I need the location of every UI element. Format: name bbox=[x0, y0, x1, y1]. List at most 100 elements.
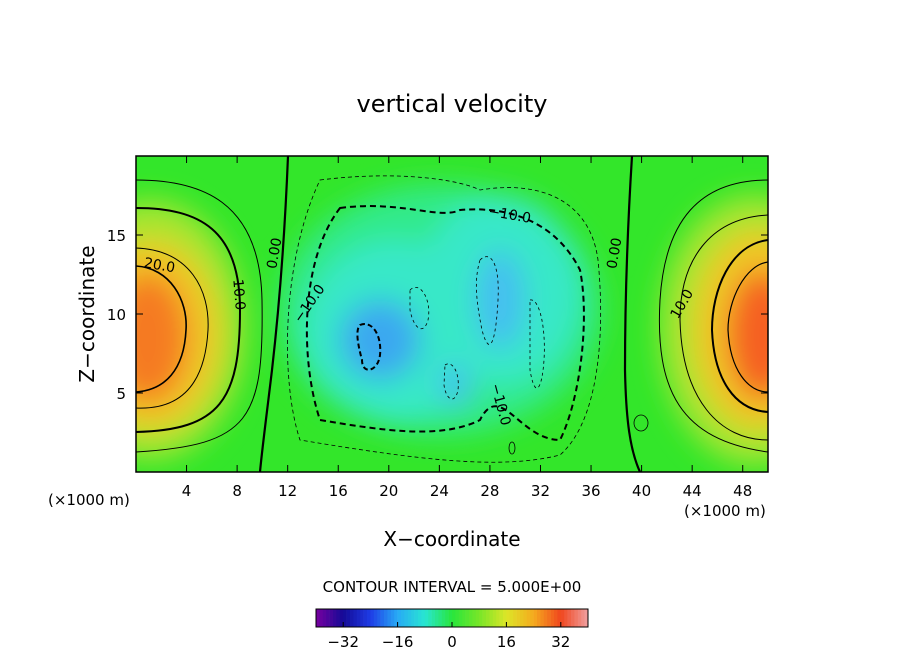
colorbar-swatch bbox=[506, 609, 511, 627]
x-tick-label: 16 bbox=[329, 482, 348, 500]
colorbar-swatch bbox=[564, 609, 568, 627]
colorbar-swatch bbox=[496, 609, 500, 627]
colorbar-swatch bbox=[428, 609, 432, 627]
colorbar-swatch bbox=[584, 609, 589, 627]
colorbar-swatch bbox=[469, 609, 473, 627]
colorbar-swatch bbox=[339, 609, 344, 627]
colorbar-swatch bbox=[407, 609, 412, 627]
colorbar-tick-label: −32 bbox=[327, 633, 359, 651]
colorbar-swatch bbox=[445, 609, 449, 627]
y-axis-ticks: 5 10 15 bbox=[107, 227, 768, 403]
x-axis-label: X−coordinate bbox=[383, 527, 520, 551]
colorbar-swatch bbox=[394, 609, 398, 627]
colorbar-swatch bbox=[414, 609, 419, 627]
colorbar-swatch bbox=[540, 609, 545, 627]
x-tick-label: 40 bbox=[632, 482, 651, 500]
colorbar-tick-label: 32 bbox=[551, 633, 570, 651]
x-tick-label: 8 bbox=[232, 482, 242, 500]
colorbar-swatch bbox=[557, 609, 562, 627]
x-axis-ticks: 4 8 12 16 20 24 28 32 36 40 44 48 bbox=[182, 156, 752, 500]
x-tick-label: 32 bbox=[531, 482, 550, 500]
colorbar-swatch bbox=[387, 609, 392, 627]
colorbar-swatch bbox=[537, 609, 541, 627]
colorbar-swatch bbox=[560, 609, 565, 627]
colorbar-swatch bbox=[455, 609, 460, 627]
colorbar-swatch bbox=[384, 609, 388, 627]
colorbar-swatch bbox=[520, 609, 524, 627]
colorbar-swatch bbox=[397, 609, 402, 627]
colorbar-swatch bbox=[373, 609, 378, 627]
colorbar-swatch bbox=[462, 609, 466, 627]
colorbar-swatch bbox=[577, 609, 582, 627]
colorbar-swatch bbox=[465, 609, 470, 627]
colorbar-swatch bbox=[418, 609, 422, 627]
colorbar-swatch bbox=[574, 609, 579, 627]
colorbar-swatch bbox=[526, 609, 531, 627]
contour-lines bbox=[136, 156, 768, 472]
x-tick-label: 48 bbox=[733, 482, 752, 500]
colorbar-swatch bbox=[441, 609, 446, 627]
x-tick-label: 28 bbox=[480, 482, 499, 500]
colorbar-swatch bbox=[367, 609, 371, 627]
colorbar-swatch bbox=[452, 609, 456, 627]
colorbar-swatch bbox=[401, 609, 405, 627]
colorbar-swatch bbox=[316, 609, 320, 627]
colorbar-swatch bbox=[380, 609, 385, 627]
x-tick-label: 36 bbox=[581, 482, 600, 500]
colorbar-swatch bbox=[322, 609, 327, 627]
colorbar-swatch bbox=[353, 609, 358, 627]
colorbar-swatch bbox=[326, 609, 330, 627]
colorbar-swatch bbox=[390, 609, 395, 627]
colorbar-swatch bbox=[479, 609, 483, 627]
colorbar-swatch bbox=[486, 609, 490, 627]
colorbar-swatch bbox=[509, 609, 514, 627]
colorbar bbox=[315, 608, 589, 628]
contour-label: 0.00 bbox=[264, 237, 285, 270]
colorbar-swatch bbox=[404, 609, 409, 627]
colorbar-swatch bbox=[516, 609, 521, 627]
colorbar-swatch bbox=[482, 609, 487, 627]
x-tick-label: 12 bbox=[278, 482, 297, 500]
colorbar-swatch bbox=[458, 609, 463, 627]
colorbar-swatch bbox=[554, 609, 558, 627]
colorbar-swatch bbox=[550, 609, 555, 627]
x-tick-label: 4 bbox=[182, 482, 192, 500]
colorbar-swatch bbox=[329, 609, 334, 627]
x-unit-left: (×1000 m) bbox=[48, 491, 130, 509]
colorbar-swatch bbox=[547, 609, 551, 627]
colorbar-swatch bbox=[411, 609, 415, 627]
heatmap-field bbox=[136, 156, 768, 472]
colorbar-tick-label: −16 bbox=[382, 633, 414, 651]
colorbar-swatch bbox=[523, 609, 528, 627]
colorbar-swatch bbox=[333, 609, 337, 627]
colorbar-swatch bbox=[530, 609, 534, 627]
colorbar-swatch bbox=[499, 609, 504, 627]
colorbar-swatch bbox=[513, 609, 517, 627]
colorbar-swatch bbox=[503, 609, 507, 627]
contour-label: 0.00 bbox=[604, 237, 625, 270]
colorbar-swatch bbox=[377, 609, 381, 627]
colorbar-swatch bbox=[438, 609, 443, 627]
colorbar-swatch bbox=[472, 609, 477, 627]
y-axis-label: Z−coordinate bbox=[75, 245, 99, 382]
colorbar-swatch bbox=[346, 609, 351, 627]
colorbar-tick-label: 16 bbox=[497, 633, 516, 651]
colorbar-swatch bbox=[543, 609, 548, 627]
colorbar-swatch bbox=[489, 609, 494, 627]
colorbar-swatch bbox=[336, 609, 341, 627]
y-tick-label: 15 bbox=[107, 227, 126, 245]
colorbar-swatch bbox=[431, 609, 436, 627]
colorbar-swatch bbox=[475, 609, 480, 627]
colorbar-swatch bbox=[350, 609, 354, 627]
colorbar-swatch bbox=[360, 609, 364, 627]
contour-interval-label: CONTOUR INTERVAL = 5.000E+00 bbox=[323, 578, 582, 596]
colorbar-swatch bbox=[356, 609, 361, 627]
colorbar-swatch bbox=[435, 609, 439, 627]
colorbar-swatch bbox=[343, 609, 347, 627]
colorbar-swatch bbox=[581, 609, 585, 627]
colorbar-swatch bbox=[424, 609, 429, 627]
x-tick-label: 20 bbox=[379, 482, 398, 500]
chart-title: vertical velocity bbox=[357, 90, 548, 118]
colorbar-swatch bbox=[533, 609, 538, 627]
